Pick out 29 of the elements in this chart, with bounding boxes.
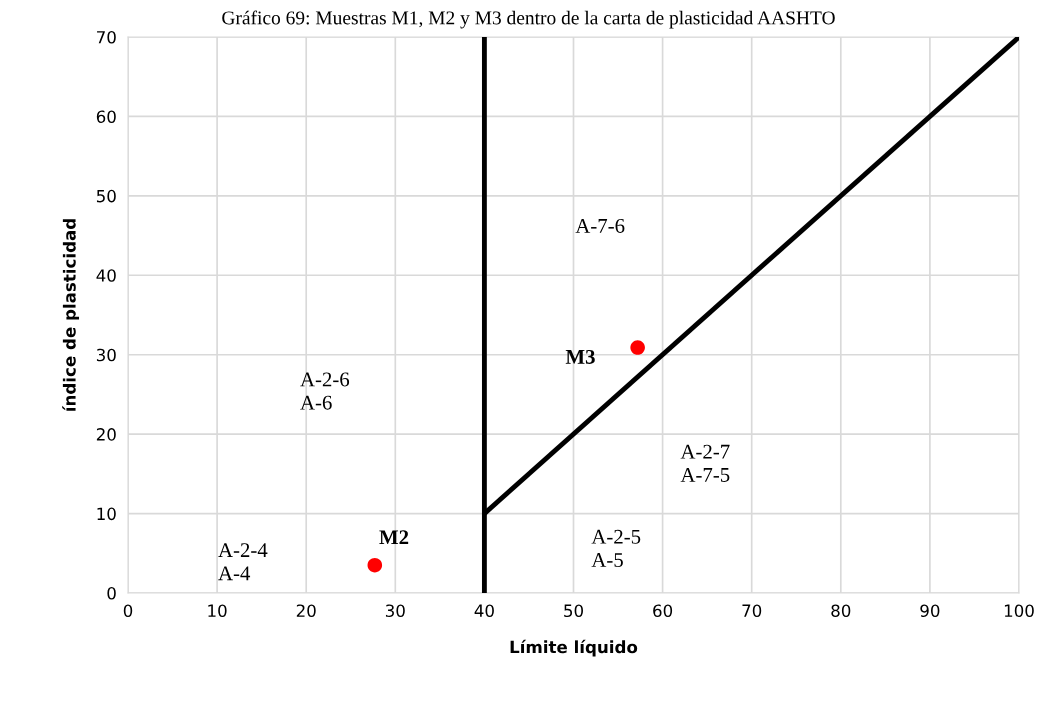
- x-tick-label: 80: [831, 604, 851, 618]
- x-tick-label: 20: [296, 604, 316, 618]
- annotation: A-7-6: [575, 218, 625, 233]
- x-tick-label: 0: [123, 604, 133, 618]
- series-label: M3: [565, 349, 595, 364]
- x-axis-title: Límite líquido: [510, 639, 638, 657]
- annotation: A-2-5 A-5: [591, 529, 641, 568]
- x-tick-label: 10: [208, 604, 227, 618]
- chart-title: Gráfico 69: Muestras M1, M2 y M3 dentro de la carta de plasticidad AASHTO: [222, 10, 835, 29]
- y-tick-label: 20: [96, 428, 116, 441]
- y-tick-label: 50: [96, 189, 116, 203]
- x-tick-label: 30: [385, 604, 405, 618]
- x-tick-label: 100: [1004, 604, 1034, 618]
- y-tick-label: 0: [107, 586, 116, 600]
- annotation: A-2-7 A-7-5: [680, 444, 730, 482]
- x-tick-label: 50: [564, 604, 583, 618]
- x-tick-label: 70: [742, 604, 762, 618]
- y-axis-title: índice de plasticidad: [62, 219, 80, 411]
- annotation: A-2-6 A-6: [300, 372, 350, 410]
- y-tick-label: 60: [96, 110, 116, 123]
- y-tick-label: 30: [96, 348, 116, 362]
- x-tick-label: 40: [474, 604, 494, 618]
- x-tick-label: 60: [653, 604, 673, 618]
- annotation: A-2-4 A-4: [218, 543, 268, 581]
- x-tick-label: 90: [920, 604, 940, 618]
- y-tick-label: 40: [96, 269, 116, 282]
- y-tick-label: 70: [97, 30, 116, 44]
- y-tick-label: 10: [97, 507, 116, 521]
- series-label: M2: [379, 530, 409, 545]
